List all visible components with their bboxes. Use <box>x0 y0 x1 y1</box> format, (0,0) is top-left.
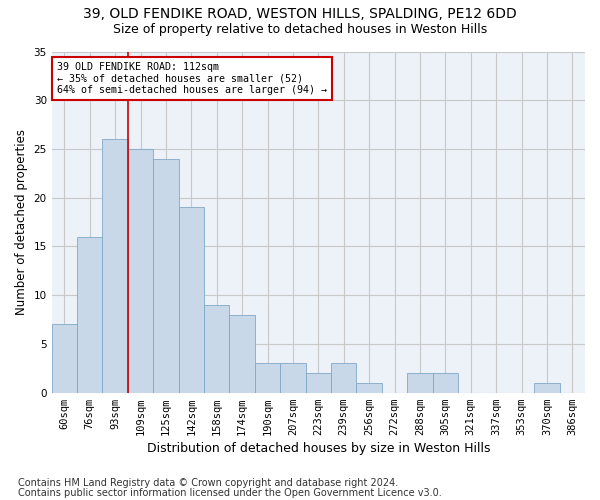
Bar <box>331 364 356 392</box>
X-axis label: Distribution of detached houses by size in Weston Hills: Distribution of detached houses by size … <box>146 442 490 455</box>
Bar <box>52 324 77 392</box>
Bar <box>179 208 204 392</box>
Bar <box>407 373 433 392</box>
Text: 39 OLD FENDIKE ROAD: 112sqm
← 35% of detached houses are smaller (52)
64% of sem: 39 OLD FENDIKE ROAD: 112sqm ← 35% of det… <box>57 62 327 95</box>
Bar <box>128 149 153 392</box>
Bar <box>280 364 305 392</box>
Bar <box>433 373 458 392</box>
Text: Contains HM Land Registry data © Crown copyright and database right 2024.: Contains HM Land Registry data © Crown c… <box>18 478 398 488</box>
Text: Contains public sector information licensed under the Open Government Licence v3: Contains public sector information licen… <box>18 488 442 498</box>
Bar <box>255 364 280 392</box>
Bar <box>534 383 560 392</box>
Bar <box>153 158 179 392</box>
Bar <box>77 236 103 392</box>
Bar <box>356 383 382 392</box>
Bar <box>103 139 128 392</box>
Bar <box>204 305 229 392</box>
Bar <box>305 373 331 392</box>
Text: Size of property relative to detached houses in Weston Hills: Size of property relative to detached ho… <box>113 22 487 36</box>
Y-axis label: Number of detached properties: Number of detached properties <box>15 129 28 315</box>
Text: 39, OLD FENDIKE ROAD, WESTON HILLS, SPALDING, PE12 6DD: 39, OLD FENDIKE ROAD, WESTON HILLS, SPAL… <box>83 8 517 22</box>
Bar <box>229 314 255 392</box>
